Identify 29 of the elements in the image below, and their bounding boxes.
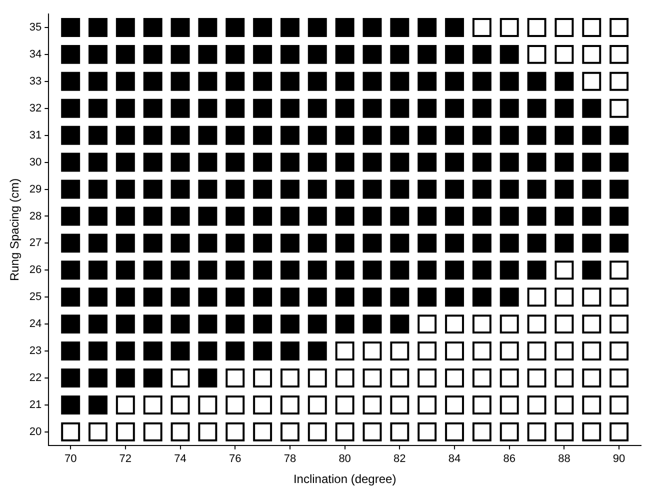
y-tick-label: 20 — [29, 426, 42, 438]
x-tick-label: 78 — [284, 453, 296, 466]
y-tick-label: 32 — [29, 102, 42, 114]
y-tick-label: 28 — [29, 210, 42, 222]
x-tick-label: 82 — [394, 453, 406, 466]
y-tick-label: 23 — [29, 345, 42, 358]
x-tick-label: 88 — [558, 453, 570, 466]
y-axis-title: Rung Spacing (cm) — [8, 178, 22, 282]
y-tick-label: 24 — [29, 318, 42, 330]
x-tick-label: 72 — [119, 453, 132, 466]
y-tick-label: 25 — [29, 291, 42, 304]
x-tick-label: 90 — [612, 453, 626, 466]
y-tick-label: 21 — [29, 398, 42, 411]
y-tick-label: 22 — [29, 372, 42, 384]
x-tick-label: 74 — [174, 453, 186, 466]
y-tick-label: 34 — [29, 48, 42, 60]
y-tick-label: 26 — [29, 264, 42, 276]
y-tick-label: 27 — [29, 237, 42, 250]
y-tick-label: 31 — [29, 129, 42, 142]
y-tick-label: 30 — [29, 156, 42, 168]
x-tick-label: 84 — [448, 453, 461, 466]
y-tick-label: 35 — [29, 22, 42, 34]
x-tick-label: 86 — [503, 453, 516, 466]
x-tick-label: 76 — [228, 453, 242, 466]
y-tick-label: 33 — [29, 75, 42, 88]
x-tick-label: 80 — [338, 453, 351, 466]
y-tick-label: 29 — [29, 183, 42, 196]
x-axis-title: Inclination (degree) — [293, 472, 396, 486]
x-tick-label: 70 — [64, 453, 77, 466]
